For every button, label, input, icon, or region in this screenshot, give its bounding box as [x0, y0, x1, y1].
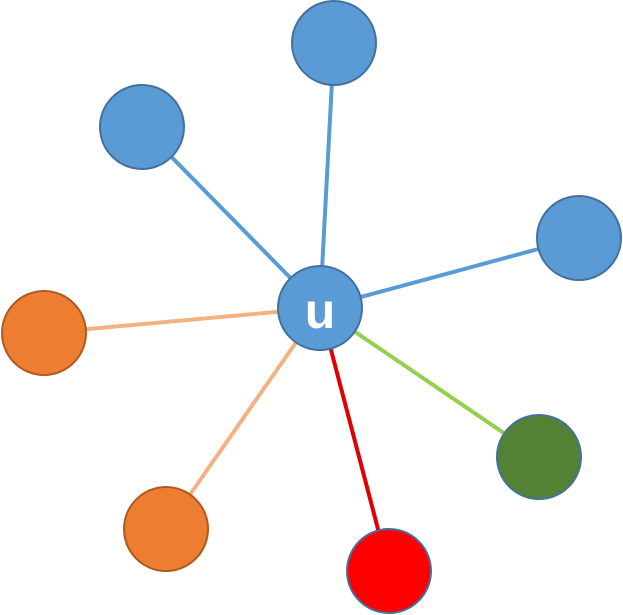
node-bottom — [346, 528, 432, 614]
center-node: u — [277, 265, 363, 351]
node-top — [291, 0, 377, 86]
node-upper-left — [99, 84, 185, 170]
node-lower-left — [123, 486, 209, 572]
center-node-label: u — [305, 283, 336, 339]
center-node-circle — [277, 265, 363, 351]
edge-lower-left — [164, 306, 322, 531]
edge-bottom — [318, 307, 391, 572]
edge-lower-right — [318, 306, 541, 459]
edge-top — [318, 42, 336, 309]
node-right — [536, 195, 622, 281]
edge-right — [319, 236, 580, 310]
edge-left — [43, 306, 321, 335]
node-lower-right — [496, 414, 582, 500]
node-left — [1, 290, 87, 376]
